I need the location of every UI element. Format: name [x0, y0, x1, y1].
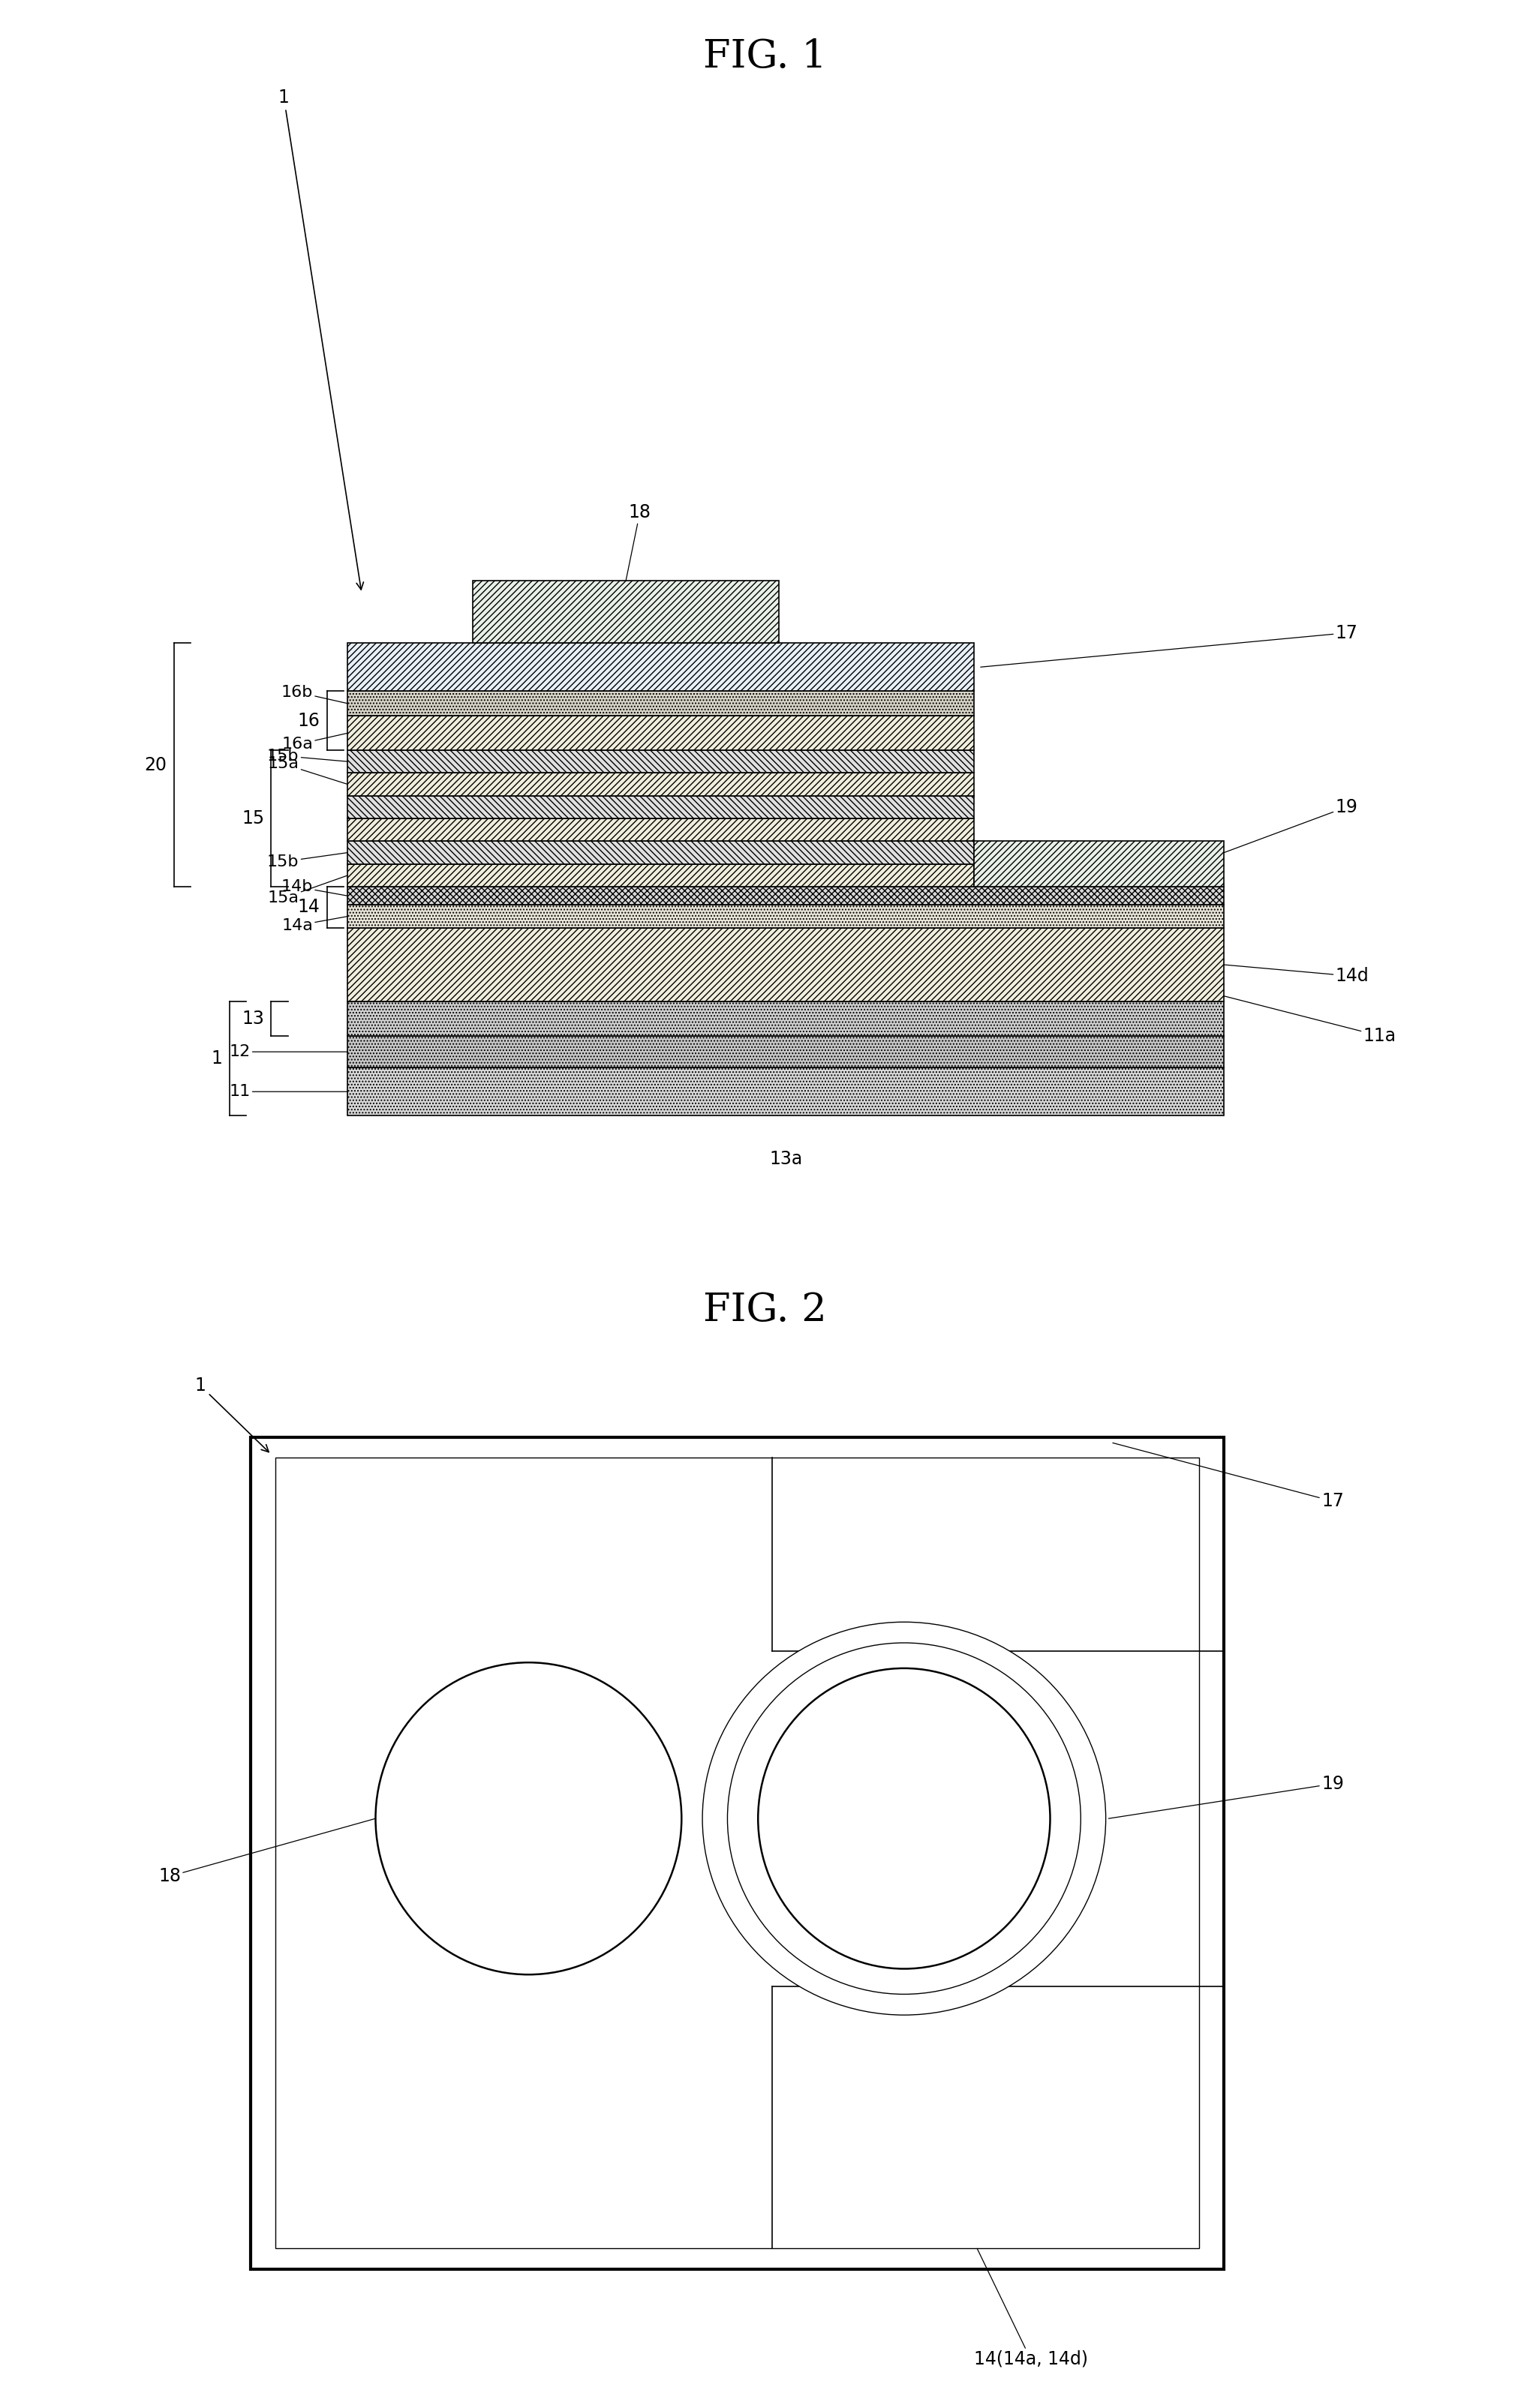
Text: 15b: 15b [268, 852, 347, 869]
Text: 17: 17 [1112, 1442, 1343, 1510]
Bar [973, 840, 1224, 886]
Bar [347, 864, 973, 886]
Text: 14(14a, 14d): 14(14a, 14d) [973, 2249, 1088, 2367]
Bar [347, 715, 973, 751]
Text: FIG. 1: FIG. 1 [704, 39, 826, 77]
Bar [347, 751, 973, 773]
Text: 15: 15 [242, 809, 265, 828]
Text: 16a: 16a [282, 732, 347, 751]
Text: 14b: 14b [282, 879, 347, 896]
Bar [347, 927, 1224, 1002]
Ellipse shape [375, 1662, 681, 1975]
Bar [251, 1438, 1224, 2268]
Text: 14a: 14a [282, 917, 347, 932]
Text: 13: 13 [242, 1009, 265, 1028]
Text: 1: 1 [278, 89, 364, 590]
Text: 13a: 13a [770, 1149, 802, 1168]
Text: 15a: 15a [268, 877, 347, 905]
Bar [347, 840, 973, 864]
Bar [347, 905, 1224, 927]
Bar [347, 1035, 1224, 1067]
Bar [347, 886, 1224, 905]
Text: 15a: 15a [268, 756, 347, 785]
Text: 12: 12 [230, 1045, 347, 1060]
Ellipse shape [727, 1642, 1080, 1994]
Text: 15b: 15b [268, 749, 347, 763]
Bar [347, 643, 973, 691]
Text: 18: 18 [626, 503, 652, 580]
Ellipse shape [702, 1623, 1106, 2015]
Text: 19: 19 [1224, 797, 1357, 852]
Text: FIG. 2: FIG. 2 [704, 1291, 826, 1329]
Text: 19: 19 [1109, 1775, 1343, 1818]
Text: 16b: 16b [282, 684, 347, 703]
Text: 1: 1 [194, 1377, 269, 1452]
Text: 16: 16 [297, 710, 320, 730]
Ellipse shape [757, 1669, 1050, 1970]
Text: 11a: 11a [1224, 997, 1397, 1045]
Text: 14: 14 [297, 898, 320, 917]
Bar [275, 1457, 1200, 2249]
Bar [347, 1067, 1224, 1115]
Text: 20: 20 [144, 756, 167, 773]
Text: 1: 1 [211, 1050, 222, 1067]
Bar [473, 580, 779, 643]
Bar [347, 795, 973, 819]
Text: 17: 17 [981, 624, 1357, 667]
Text: 18: 18 [158, 1818, 375, 1885]
Bar [347, 691, 973, 715]
Bar [347, 773, 973, 795]
Bar [347, 1002, 1224, 1035]
Text: 11: 11 [230, 1084, 347, 1098]
Text: 14d: 14d [1224, 966, 1369, 985]
Bar [347, 819, 973, 840]
